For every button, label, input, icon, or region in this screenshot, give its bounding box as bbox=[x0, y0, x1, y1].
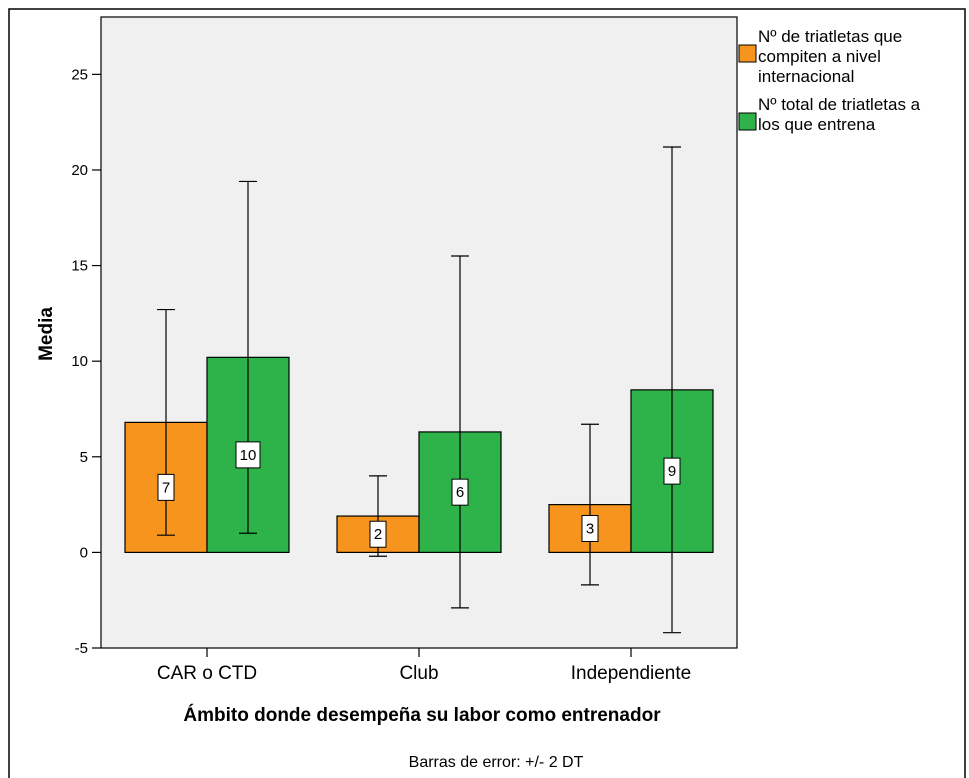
data-label-box bbox=[581, 514, 599, 542]
legend-entry-line: Nº total de triatletas a bbox=[758, 95, 921, 114]
y-tick-label: 10 bbox=[71, 353, 88, 370]
data-label-box bbox=[369, 520, 387, 548]
legend-entry: Nº total de triatletas a los que entrena bbox=[758, 95, 921, 134]
y-tick-label: 0 bbox=[80, 544, 88, 561]
plot-area bbox=[100, 16, 738, 649]
data-label: 7 bbox=[162, 479, 170, 496]
data-label: 3 bbox=[586, 520, 594, 537]
x-category-label: Club bbox=[399, 663, 438, 684]
data-labels: 7 10 2 6 3 9 bbox=[157, 441, 681, 548]
error-bar-footnote: Barras de error: +/- 2 DT bbox=[409, 754, 584, 771]
legend-entry-line: internacional bbox=[758, 67, 854, 86]
data-label: 6 bbox=[456, 484, 464, 501]
legend-entry-line: Nº de triatletas que bbox=[758, 27, 902, 46]
y-tick-label: 20 bbox=[71, 162, 88, 179]
legend-entry: Nº de triatletas que compiten a nivel inte… bbox=[758, 27, 902, 86]
data-label-box bbox=[157, 473, 175, 501]
legend-swatch bbox=[738, 44, 757, 63]
data-label: 10 bbox=[240, 447, 257, 464]
y-tick-label: 5 bbox=[80, 449, 88, 466]
data-label-box bbox=[235, 441, 261, 469]
y-tick-label: 25 bbox=[71, 66, 88, 83]
data-label-box bbox=[451, 478, 469, 506]
y-axis: -5 0 5 10 15 20 25 bbox=[71, 66, 101, 657]
legend-swatch bbox=[738, 112, 757, 131]
y-tick-label: 15 bbox=[71, 258, 88, 275]
data-label-box bbox=[663, 457, 681, 485]
legend: Nº de triatletas que compiten a nivel inte… bbox=[738, 27, 921, 134]
data-label: 9 bbox=[668, 463, 676, 480]
error-bars bbox=[157, 146, 681, 634]
legend-entry-line: los que entrena bbox=[758, 115, 876, 134]
x-axis: CAR o CTD Club Independiente bbox=[157, 648, 691, 684]
x-category-label: CAR o CTD bbox=[157, 663, 257, 684]
x-category-label: Independiente bbox=[571, 663, 691, 684]
legend-entry-line: compiten a nivel bbox=[758, 47, 881, 66]
y-axis-title: Media bbox=[36, 307, 57, 361]
data-label: 2 bbox=[374, 526, 382, 543]
x-axis-title: Ámbito donde desempeña su labor como ent… bbox=[183, 704, 661, 726]
y-tick-label: -5 bbox=[75, 640, 88, 657]
